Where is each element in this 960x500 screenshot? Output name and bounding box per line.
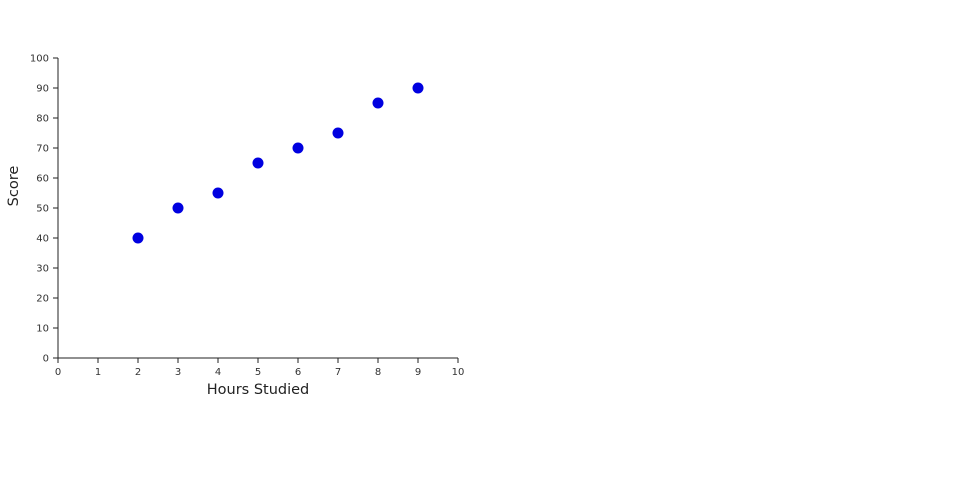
data-point — [252, 157, 264, 169]
data-point — [172, 202, 184, 214]
x-tick-label: 10 — [452, 367, 465, 378]
y-axis-title: Score — [6, 166, 22, 207]
scatter-chart-container: 0 1 2 3 4 5 6 7 8 9 10 0 10 20 30 40 50 60 70 80 90 100 Hours… — [0, 0, 500, 430]
x-tick-label: 4 — [215, 367, 221, 378]
y-tick-label: 90 — [36, 84, 49, 95]
data-point — [372, 97, 384, 109]
x-tick-label: 2 — [135, 367, 141, 378]
x-tick-label: 7 — [335, 367, 341, 378]
x-tick-label: 8 — [375, 367, 381, 378]
x-tick-label: 5 — [255, 367, 261, 378]
x-axis-title: Hours Studied — [207, 382, 310, 398]
x-tick-label: 9 — [415, 367, 421, 378]
x-tick-label: 6 — [295, 367, 301, 378]
data-point — [292, 142, 304, 154]
data-point — [212, 187, 224, 199]
x-tick-label: 0 — [55, 367, 61, 378]
y-tick-label: 60 — [36, 174, 49, 185]
x-tick-label: 3 — [175, 367, 181, 378]
y-tick-label: 10 — [36, 324, 49, 335]
y-tick-label: 100 — [30, 54, 49, 65]
y-tick-label: 50 — [36, 204, 49, 215]
y-tick-label: 30 — [36, 264, 49, 275]
y-tick-label: 20 — [36, 294, 49, 305]
x-tick-label: 1 — [95, 367, 101, 378]
y-tick-label: 80 — [36, 114, 49, 125]
data-point — [132, 232, 144, 244]
data-point — [412, 82, 424, 94]
y-tick-label: 0 — [43, 354, 49, 365]
y-tick-label: 40 — [36, 234, 49, 245]
data-point — [332, 127, 344, 139]
y-tick-label: 70 — [36, 144, 49, 155]
